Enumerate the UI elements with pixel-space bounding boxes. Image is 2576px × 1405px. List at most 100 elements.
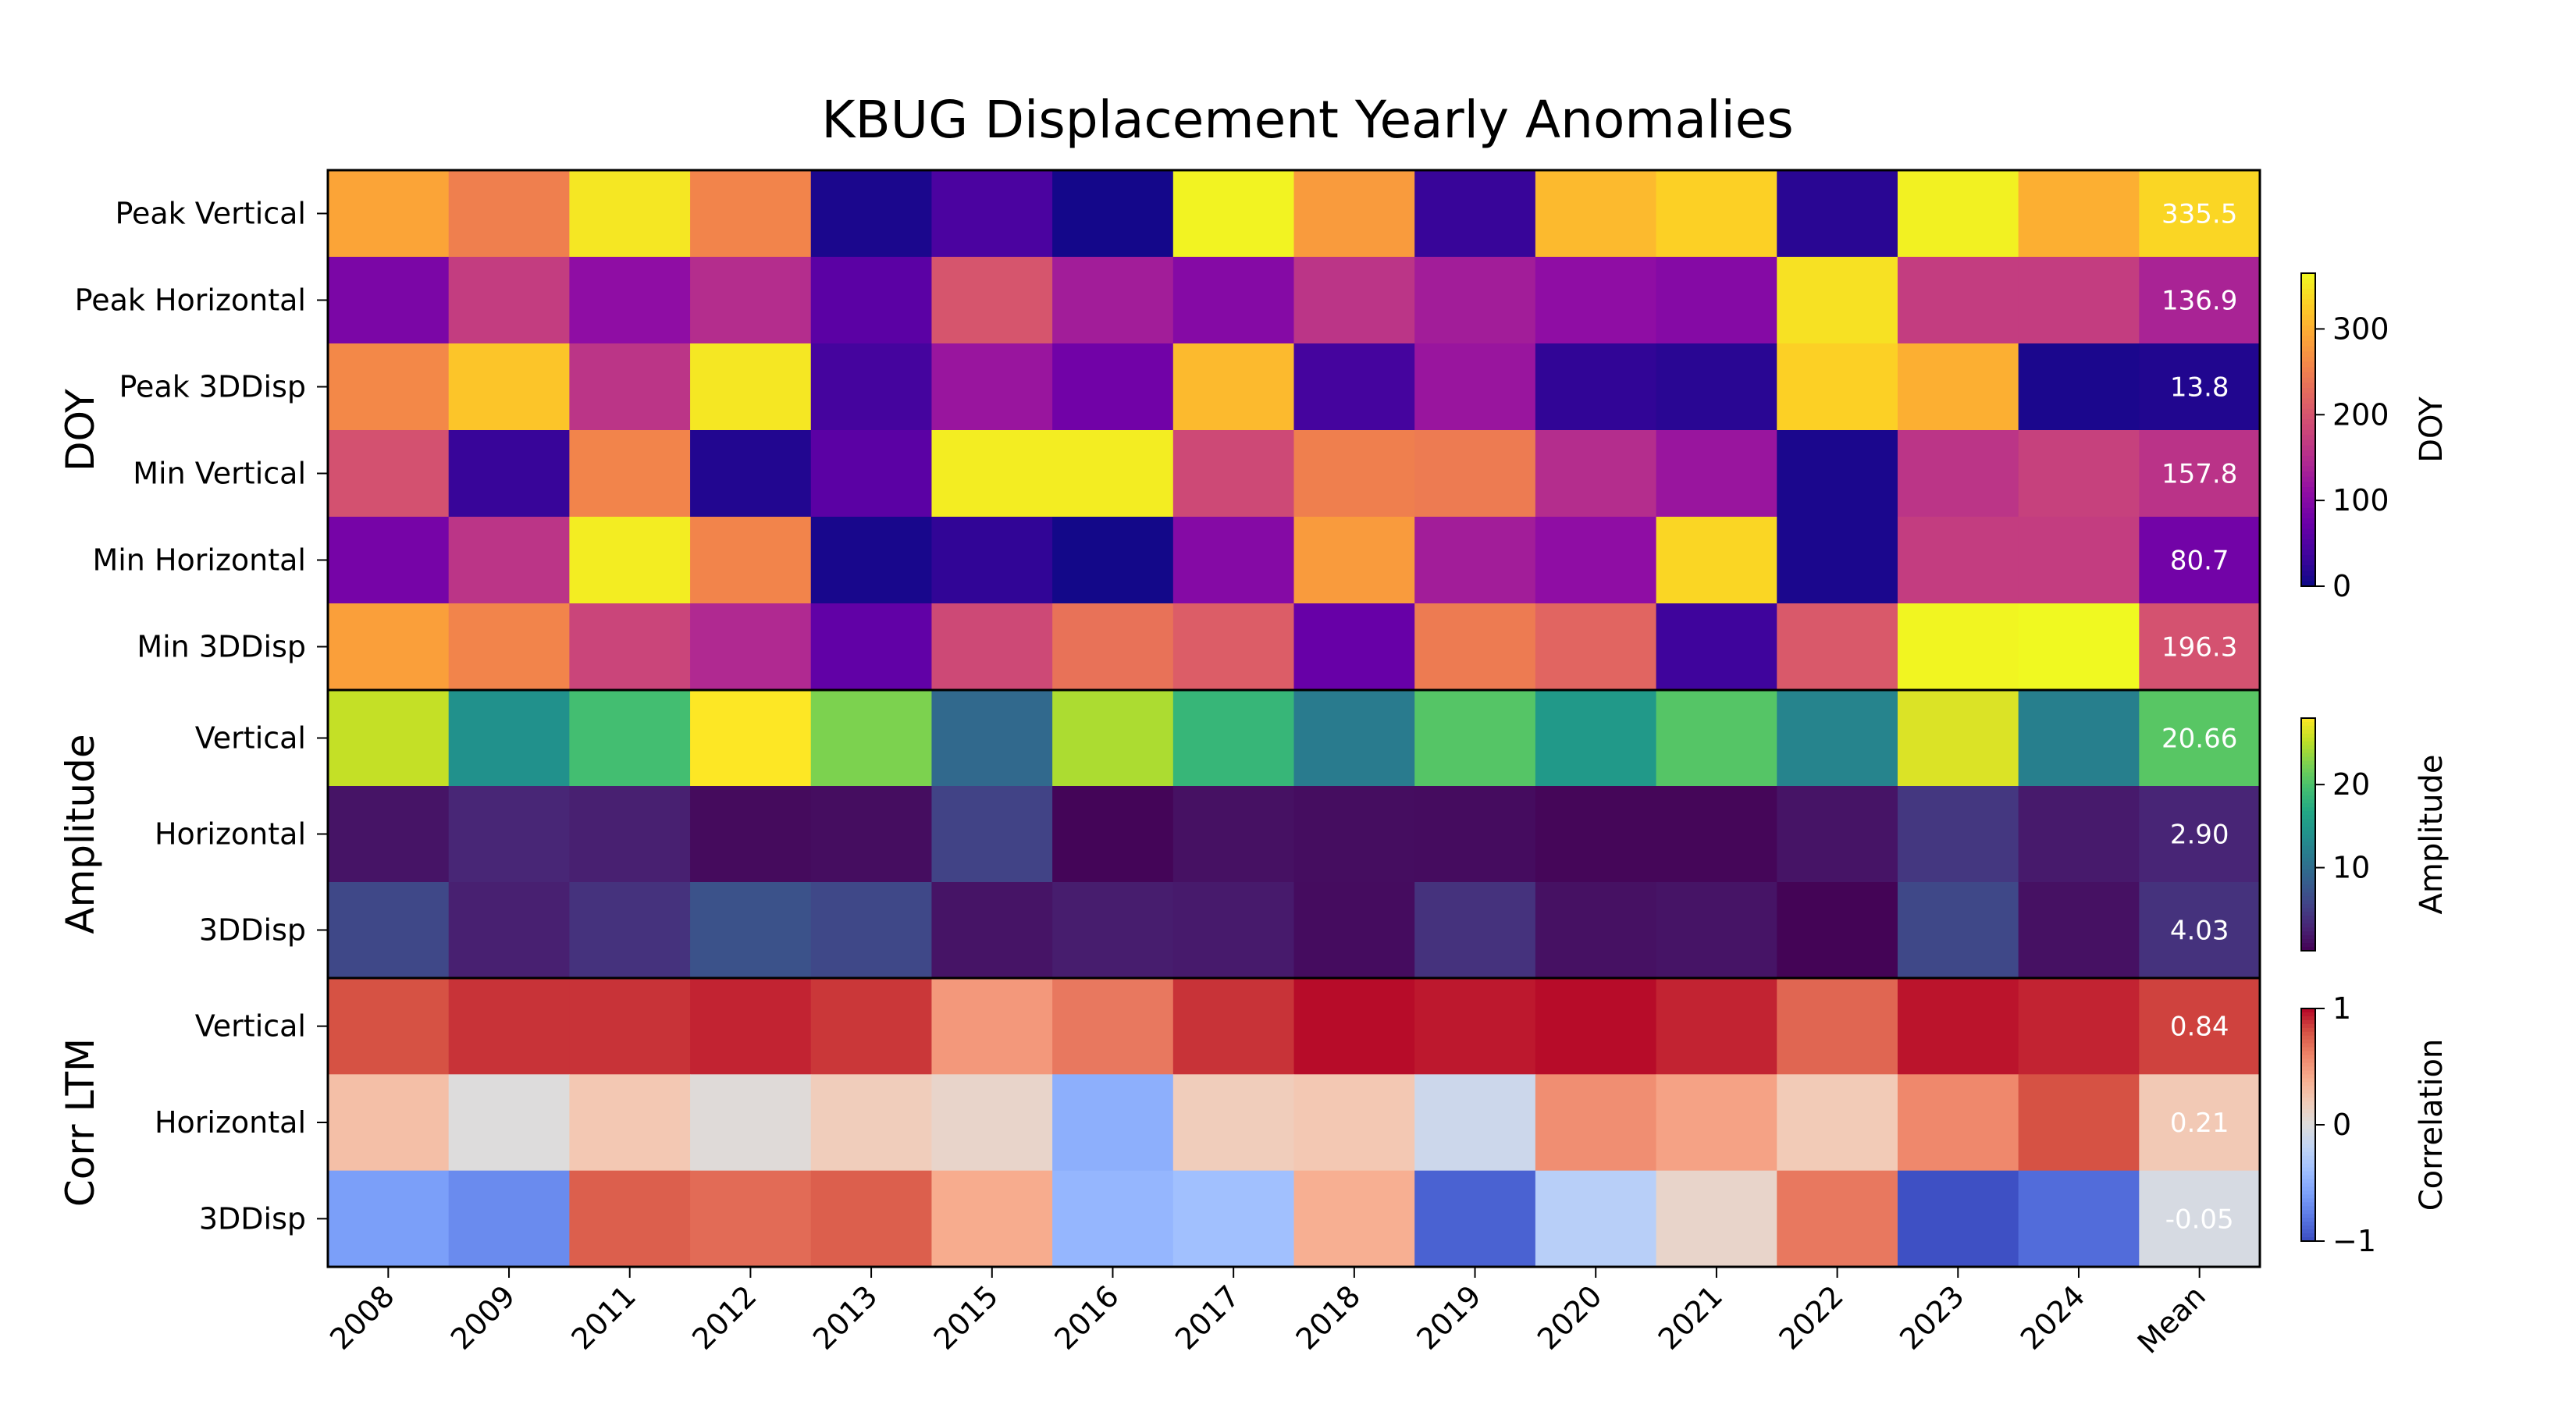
colorbar-segment (2301, 1202, 2315, 1208)
heatmap-cell (1052, 517, 1174, 604)
heatmap-cell (328, 517, 450, 604)
heatmap-cell (448, 603, 570, 691)
heatmap-cell (810, 603, 933, 691)
row-label: 3DDisp (199, 1201, 306, 1236)
colorbar-segment (2301, 1121, 2315, 1126)
heatmap-cell (448, 1074, 570, 1172)
colorbar-segment (2301, 733, 2315, 738)
colorbar-segment (2301, 1082, 2315, 1087)
colorbar-tick-label: 0 (2332, 1108, 2351, 1142)
colorbar-segment (2301, 834, 2315, 839)
heatmap-cell (1414, 786, 1536, 883)
panel-frame (326, 976, 2261, 1268)
heatmap-cell (1052, 882, 1174, 979)
heatmap-cell (448, 517, 570, 604)
colorbar-segment (2301, 497, 2315, 503)
colorbar-segment (2301, 528, 2315, 535)
colorbar-segment (2301, 304, 2315, 311)
colorbar-segment (2301, 570, 2315, 577)
colorbar-segment (2301, 455, 2315, 462)
heatmap-cell (2018, 430, 2140, 518)
heatmap-cell (1535, 978, 1657, 1075)
heatmap-cell (810, 978, 933, 1075)
heatmap-cell (2018, 1170, 2140, 1268)
colorbar-segment (2301, 916, 2315, 921)
colorbar-segment (2301, 278, 2315, 285)
mean-value-label: -0.05 (2165, 1204, 2234, 1235)
heatmap-cell (1293, 170, 1415, 258)
heatmap-cell (690, 978, 812, 1075)
colorbar-segment (2301, 404, 2315, 410)
colorbar-segment (2301, 1113, 2315, 1118)
heatmap-cell (931, 170, 1053, 258)
heatmap-cell (2139, 343, 2261, 431)
colorbar-segment (2301, 1012, 2315, 1017)
colorbar-segment (2301, 1194, 2315, 1200)
colorbar-segment (2301, 1190, 2315, 1196)
colorbar-segment (2301, 1105, 2315, 1110)
colorbar-segment (2301, 1109, 2315, 1114)
heatmap-cell (2018, 257, 2140, 344)
heatmap-cell (2139, 430, 2261, 518)
colorbar-segment (2301, 361, 2315, 368)
heatmap-cell (1293, 430, 1415, 518)
colorbar-segment (2301, 1031, 2315, 1037)
colorbar-segment (2301, 393, 2315, 400)
colorbar-tick-label: 0 (2332, 569, 2351, 603)
heatmap-cell (810, 517, 933, 604)
heatmap-cell (448, 690, 570, 787)
row-label: 3DDisp (199, 913, 306, 948)
heatmap-cell (1535, 1170, 1657, 1268)
heatmap-cell (2139, 978, 2261, 1075)
colorbar-segment (2301, 388, 2315, 394)
heatmap-cell (1414, 978, 1536, 1075)
heatmap-cell (1777, 257, 1898, 344)
colorbar-segment (2301, 1039, 2315, 1044)
heatmap-cell (1293, 1170, 1415, 1268)
heatmap-cell (1656, 430, 1777, 518)
colorbar-segment (2301, 1175, 2315, 1180)
colorbar-frame (2300, 272, 2316, 587)
colorbar-segment (2301, 356, 2315, 363)
heatmap-cell (2018, 1074, 2140, 1172)
heatmap-cell (1897, 1074, 2019, 1172)
colorbar-segment (2301, 1101, 2315, 1106)
colorbar-segment (2301, 346, 2315, 353)
mean-value-label: 13.8 (2170, 372, 2229, 404)
heatmap-cell (2139, 257, 2261, 344)
colorbar-segment (2301, 1229, 2315, 1234)
colorbar-segment (2301, 1186, 2315, 1192)
colorbar-segment (2301, 788, 2315, 793)
colorbar-segment (2301, 749, 2315, 754)
colorbar-segment (2301, 1016, 2315, 1021)
heatmap-cell (2018, 170, 2140, 258)
colorbar-segment (2301, 831, 2315, 835)
colorbar-segment (2301, 1183, 2315, 1188)
heatmap-cell (328, 786, 450, 883)
group-label: Amplitude (58, 734, 103, 934)
heatmap-cell (1535, 430, 1657, 518)
heatmap-cell (690, 786, 812, 883)
colorbar-label: Correlation (2414, 1039, 2450, 1211)
colorbar-tick-label: 200 (2332, 397, 2389, 432)
heatmap-cell (1535, 1074, 1657, 1172)
colorbar-segment (2301, 947, 2315, 951)
colorbar-segment (2301, 1163, 2315, 1168)
mean-value-label: 335.5 (2161, 199, 2237, 230)
heatmap-cell (1897, 978, 2019, 1075)
heatmap-cell (2018, 690, 2140, 787)
heatmap-cell (569, 1170, 691, 1268)
heatmap-cell (328, 343, 450, 431)
mean-value-label: 196.3 (2161, 632, 2237, 663)
heatmap-cell (1656, 786, 1777, 883)
colorbar-segment (2301, 1147, 2315, 1153)
heatmap-cell (931, 882, 1053, 979)
colorbar-segment (2301, 382, 2315, 389)
heatmap-cell (569, 690, 691, 787)
heatmap-cell (448, 978, 570, 1075)
heatmap-cell (1293, 978, 1415, 1075)
heatmap-cell (1897, 517, 2019, 604)
heatmap-cell (328, 430, 450, 518)
mean-value-label: 80.7 (2170, 546, 2229, 577)
row-label: Vertical (195, 721, 306, 756)
